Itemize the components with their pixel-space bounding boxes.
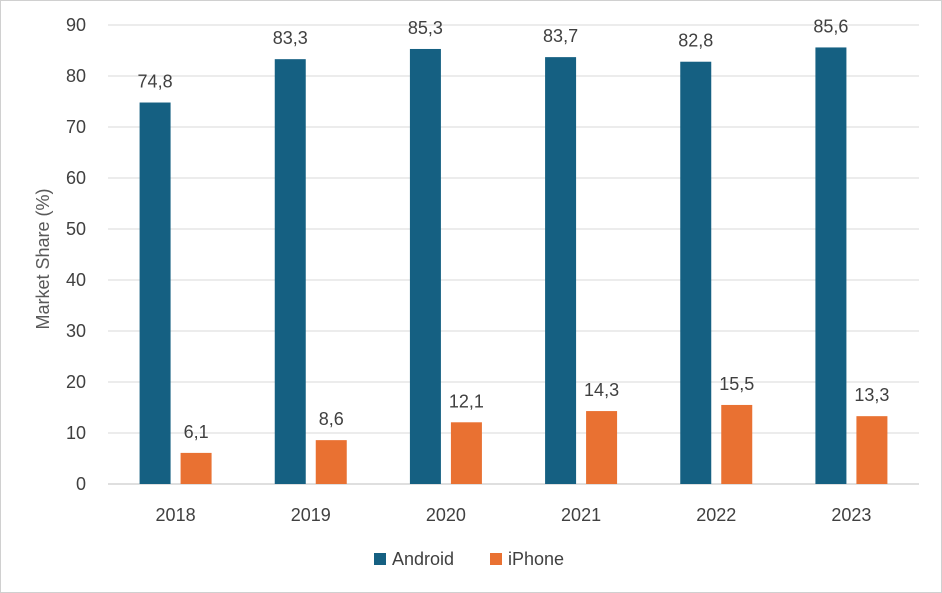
bar-iphone-2020 xyxy=(450,422,482,484)
data-label: 74,8 xyxy=(138,72,173,92)
y-tick-label: 50 xyxy=(66,219,86,239)
gridlines xyxy=(108,24,919,485)
x-tick-label: 2019 xyxy=(291,505,331,525)
data-label: 83,3 xyxy=(273,28,308,48)
y-tick-label: 80 xyxy=(66,66,86,86)
bar-android-2020 xyxy=(409,48,441,484)
data-label: 6,1 xyxy=(184,422,209,442)
bar-android-2022 xyxy=(680,61,712,484)
data-labels: 74,8 6,1 83,3 8,6 85,3 12,1 83,7 14,3 82,8 15,5 85… xyxy=(138,16,890,441)
y-tick-label: 90 xyxy=(66,15,86,35)
y-tick-label: 10 xyxy=(66,423,86,443)
bar-android-2018 xyxy=(139,102,171,485)
data-label: 83,7 xyxy=(543,26,578,46)
x-tick-label: 2018 xyxy=(156,505,196,525)
legend-swatch-iphone xyxy=(490,553,502,565)
y-tick-label: 30 xyxy=(66,321,86,341)
bar-iphone-2018 xyxy=(180,452,212,484)
y-axis-ticks: 0 10 20 30 40 50 60 70 80 90 xyxy=(66,15,86,494)
y-tick-label: 0 xyxy=(76,474,86,494)
bar-android-2021 xyxy=(545,57,577,484)
legend-label-iphone: iPhone xyxy=(508,549,564,569)
x-tick-label: 2022 xyxy=(696,505,736,525)
data-label: 85,3 xyxy=(408,18,443,38)
data-label: 13,3 xyxy=(854,385,889,405)
legend-label-android: Android xyxy=(392,549,454,569)
data-label: 85,6 xyxy=(813,16,848,36)
y-tick-label: 60 xyxy=(66,168,86,188)
legend: Android iPhone xyxy=(374,549,564,569)
x-axis-ticks: 2018 2019 2020 2021 2022 2023 xyxy=(156,505,872,525)
bar-android-2019 xyxy=(274,59,306,485)
bar-android-2023 xyxy=(815,47,847,484)
x-tick-label: 2023 xyxy=(831,505,871,525)
bar-iphone-2023 xyxy=(856,416,888,484)
data-label: 14,3 xyxy=(584,380,619,400)
data-label: 82,8 xyxy=(678,31,713,51)
data-label: 12,1 xyxy=(449,391,484,411)
y-axis-title: Market Share (%) xyxy=(33,188,53,329)
y-tick-label: 40 xyxy=(66,270,86,290)
x-tick-label: 2020 xyxy=(426,505,466,525)
data-label: 8,6 xyxy=(319,409,344,429)
x-tick-label: 2021 xyxy=(561,505,601,525)
bar-iphone-2019 xyxy=(315,440,347,484)
y-tick-label: 20 xyxy=(66,372,86,392)
bar-iphone-2021 xyxy=(586,411,618,484)
y-tick-label: 70 xyxy=(66,117,86,137)
legend-swatch-android xyxy=(374,553,386,565)
bar-iphone-2022 xyxy=(721,404,753,484)
bars xyxy=(139,47,888,485)
data-label: 15,5 xyxy=(719,374,754,394)
